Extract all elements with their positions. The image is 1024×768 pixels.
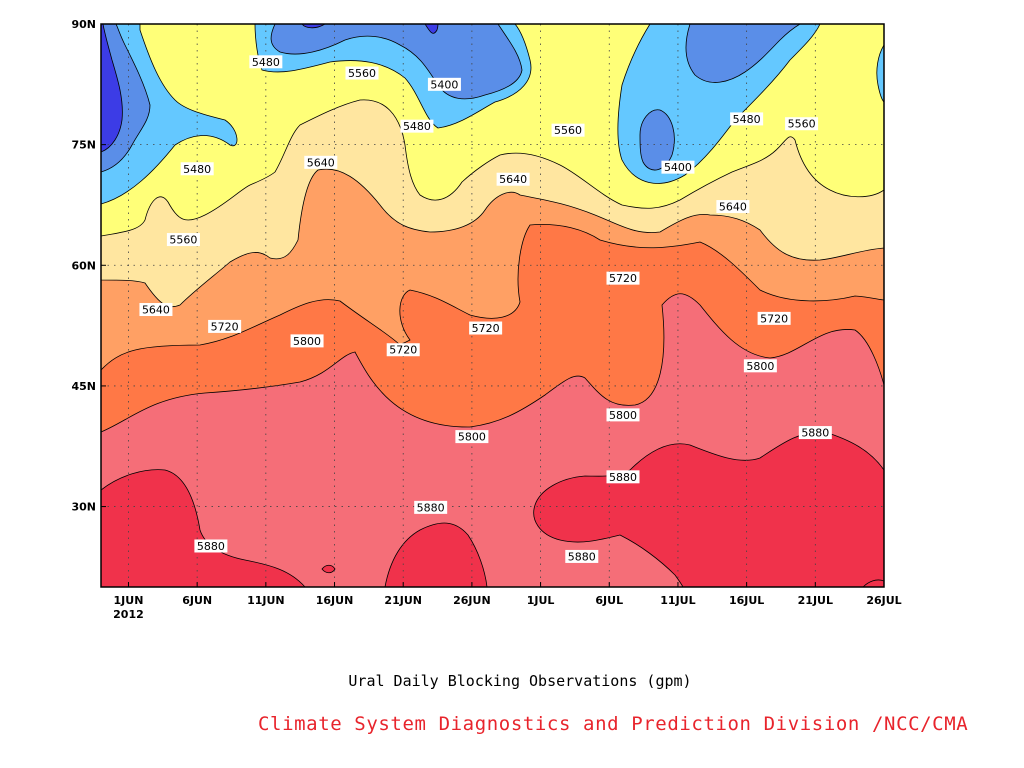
contour-label-box xyxy=(785,117,819,131)
contour-label: 5400 xyxy=(664,161,692,174)
x-tick-label: 1JUL xyxy=(527,594,555,607)
contour-label: 5560 xyxy=(169,234,197,247)
contour-label-box xyxy=(304,155,338,169)
contour-label-box xyxy=(386,343,420,357)
band-5880-center xyxy=(384,522,488,587)
contour-label: 5720 xyxy=(760,312,788,325)
x-tick-label: 26JUL xyxy=(866,594,901,607)
x-tick-label: 11JUL xyxy=(660,594,695,607)
x-year-label: 2012 xyxy=(113,608,144,621)
x-tick-label: 6JUL xyxy=(595,594,623,607)
contour-label-box xyxy=(565,549,599,563)
band-5400-5480-edge xyxy=(876,44,884,103)
x-tick-label: 21JUN xyxy=(384,594,422,607)
contour-label: 5640 xyxy=(142,304,170,317)
x-tick-label: 16JUN xyxy=(316,594,354,607)
y-tick-label: 30N xyxy=(71,501,96,514)
contour-label-box xyxy=(180,162,214,176)
contour-label-box xyxy=(661,160,695,174)
band-5880-se xyxy=(533,431,884,587)
x-tick-label: 1JUN xyxy=(114,594,144,607)
contour-label: 5560 xyxy=(554,124,582,137)
band-5320-5400-east xyxy=(685,24,801,83)
contour-label-box xyxy=(290,334,324,348)
contour-label-box xyxy=(194,539,228,553)
grid-lines xyxy=(101,24,885,587)
contour-label-box xyxy=(208,319,242,333)
contour-label-box xyxy=(730,112,764,126)
contour-label-box xyxy=(414,500,448,514)
contour-label: 5480 xyxy=(252,56,280,69)
contour-bands xyxy=(101,24,884,587)
contour-label: 5720 xyxy=(389,344,417,357)
contour-label: 5800 xyxy=(293,335,321,348)
credit-line: Climate System Diagnostics and Predictio… xyxy=(258,713,969,735)
contour-label: 5720 xyxy=(211,320,239,333)
contour-label-box xyxy=(345,66,379,80)
x-tick-label: 6JUN xyxy=(182,594,212,607)
contour-label-box xyxy=(743,359,777,373)
contour-label-box xyxy=(400,119,434,133)
contour-label: 5800 xyxy=(458,431,486,444)
contour-label: 5800 xyxy=(609,409,637,422)
band-below-5320-west xyxy=(101,24,123,153)
contour-label-box xyxy=(249,55,283,69)
x-tick-label: 21JUL xyxy=(798,594,833,607)
contour-label-box xyxy=(606,470,640,484)
band-5320-5400-island xyxy=(639,109,675,171)
band-5880-sw xyxy=(101,469,306,587)
y-axis: 30N 45N 60N 75N 90N xyxy=(71,18,106,514)
contour-label: 5880 xyxy=(197,540,225,553)
contour-label: 5560 xyxy=(348,67,376,80)
contour-label-box xyxy=(757,311,791,325)
contour-label: 5640 xyxy=(499,173,527,186)
contour-label: 5720 xyxy=(609,272,637,285)
contour-label: 5640 xyxy=(719,201,747,214)
x-tick-label: 16JUL xyxy=(729,594,764,607)
contour-label-box xyxy=(716,200,750,214)
contour-label: 5400 xyxy=(430,78,458,91)
contour-label: 5480 xyxy=(183,163,211,176)
y-tick-label: 45N xyxy=(71,380,96,393)
contour-labels: 5480 5560 5400 5480 5560 5480 5560 5400 5480 5640… xyxy=(139,55,832,563)
contour-label-box xyxy=(496,172,530,186)
contour-label-box xyxy=(606,271,640,285)
contour-label-box xyxy=(606,408,640,422)
y-tick-label: 60N xyxy=(71,259,96,272)
contour-label: 5480 xyxy=(403,120,431,133)
contour-label: 5480 xyxy=(733,113,761,126)
y-tick-label: 90N xyxy=(71,18,96,31)
contour-label-box xyxy=(551,123,585,137)
band-5880-corner xyxy=(862,579,884,587)
contour-label-box xyxy=(469,321,503,335)
x-tick-label: 11JUN xyxy=(247,594,285,607)
contour-label-box xyxy=(139,303,173,317)
band-5880-speck xyxy=(321,564,336,574)
contour-label-box xyxy=(455,430,489,444)
contour-label: 5720 xyxy=(472,322,500,335)
y-tick-label: 75N xyxy=(71,139,96,152)
contour-label-box xyxy=(427,77,461,91)
contour-label-box xyxy=(166,233,200,247)
contour-label: 5880 xyxy=(417,501,445,514)
chart-subtitle: Ural Daily Blocking Observations (gpm) xyxy=(348,672,692,690)
contour-label: 5880 xyxy=(801,427,829,440)
contour-label: 5880 xyxy=(609,471,637,484)
contour-label: 5800 xyxy=(746,360,774,373)
contour-label: 5880 xyxy=(568,550,596,563)
contour-label: 5560 xyxy=(788,118,816,131)
x-tick-label: 26JUN xyxy=(453,594,491,607)
contour-label: 5640 xyxy=(307,156,335,169)
plot-frame xyxy=(100,23,885,588)
contour-label-box xyxy=(798,426,832,440)
